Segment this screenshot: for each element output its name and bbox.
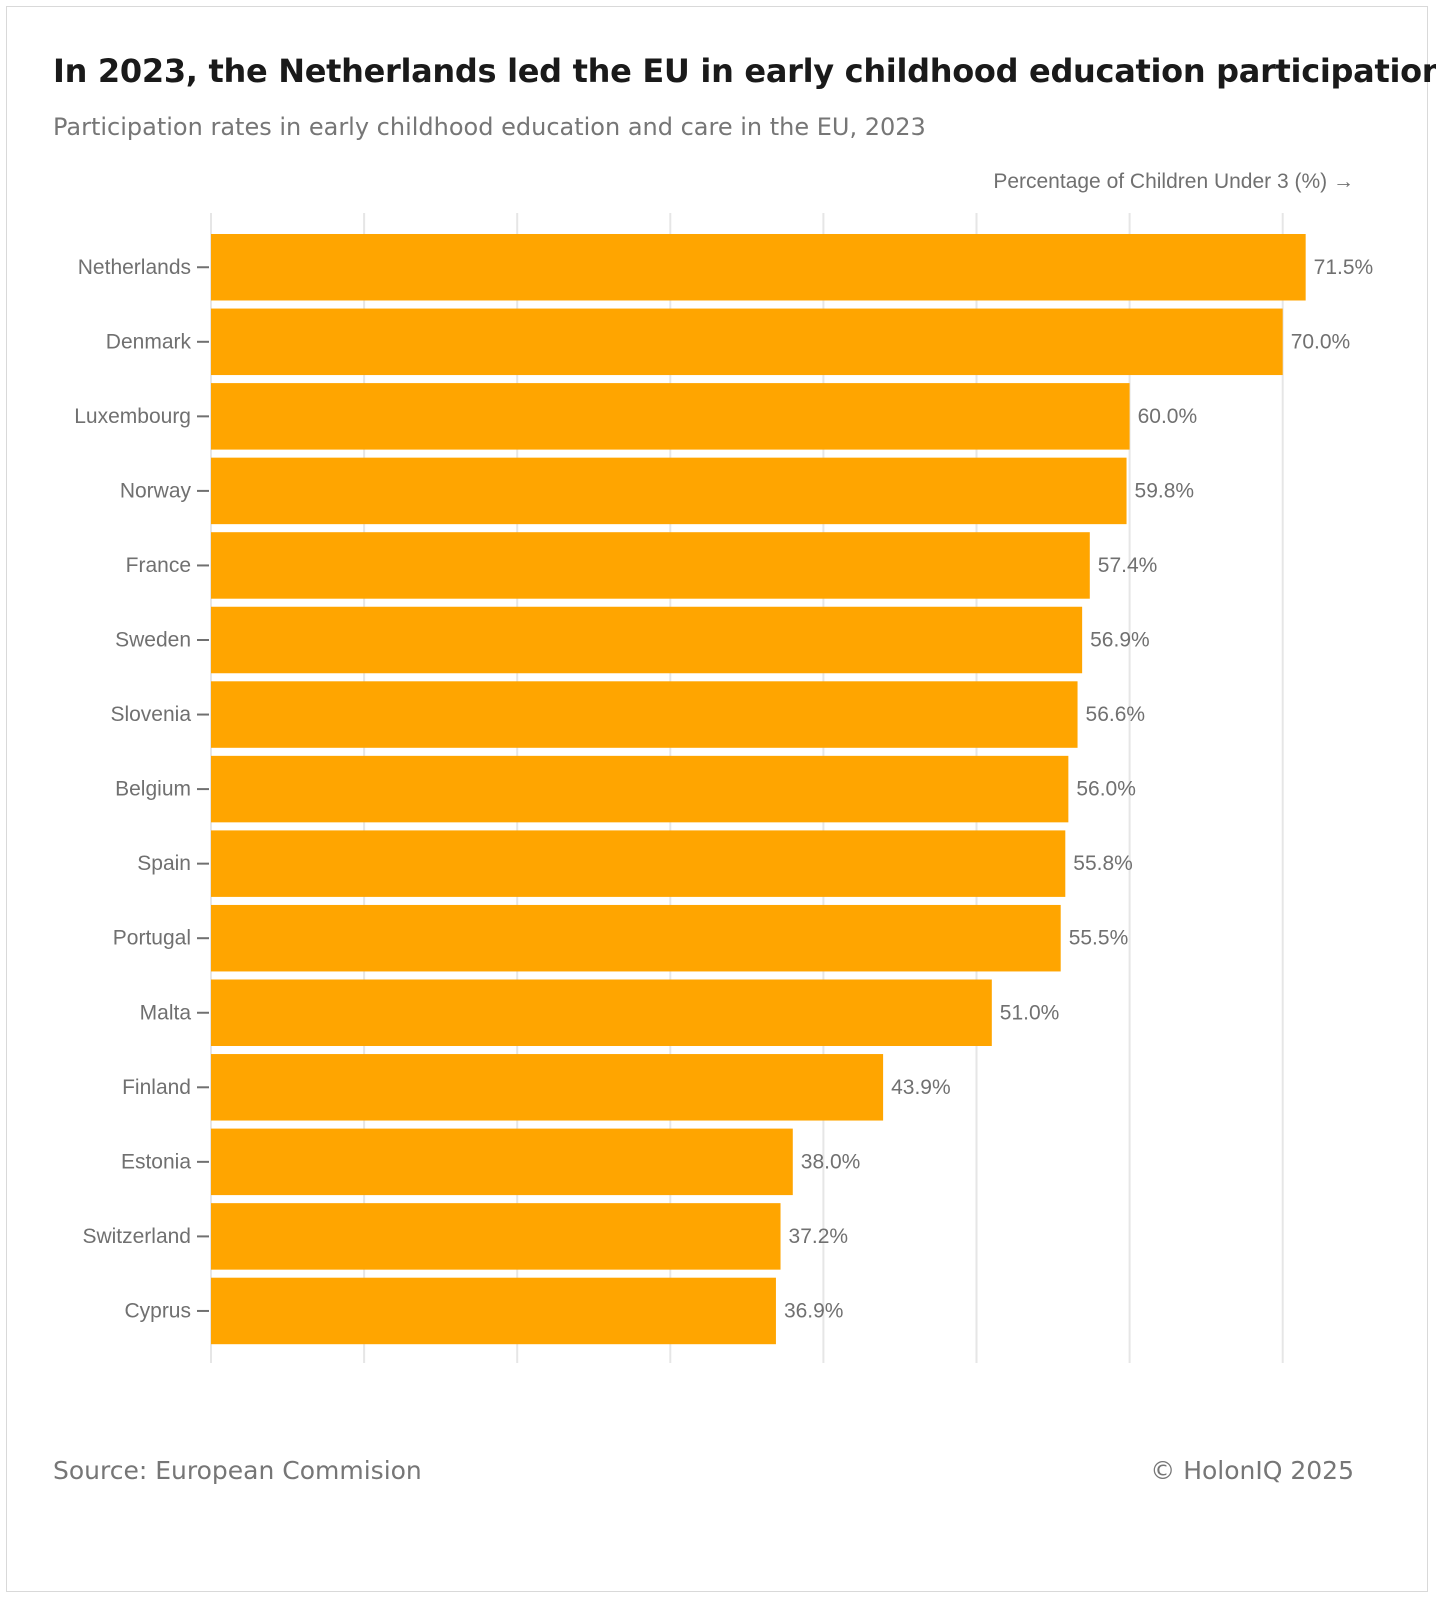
category-label-portugal: Portugal	[113, 927, 191, 950]
category-label-switzerland: Switzerland	[82, 1225, 191, 1248]
source-note: Source: European Commision	[53, 1456, 422, 1485]
category-label-estonia: Estonia	[121, 1150, 191, 1173]
category-label-cyprus: Cyprus	[124, 1299, 191, 1322]
category-label-finland: Finland	[122, 1076, 191, 1099]
value-label-slovenia: 56.6%	[1086, 703, 1146, 726]
bar-france[interactable]	[211, 532, 1090, 599]
bar-luxembourg[interactable]	[211, 383, 1130, 450]
value-label-spain: 55.8%	[1073, 852, 1133, 875]
bar-finland[interactable]	[211, 1054, 884, 1121]
category-label-norway: Norway	[120, 479, 192, 502]
category-label-denmark: Denmark	[106, 330, 192, 353]
bar-malta[interactable]	[211, 979, 992, 1047]
value-label-france: 57.4%	[1098, 554, 1158, 577]
bars	[211, 234, 1306, 1345]
bar-norway[interactable]	[211, 457, 1127, 525]
bar-portugal[interactable]	[211, 904, 1061, 972]
value-label-luxembourg: 60.0%	[1138, 405, 1198, 428]
category-label-malta: Malta	[140, 1001, 192, 1024]
bar-netherlands[interactable]	[211, 234, 1306, 301]
value-label-belgium: 56.0%	[1076, 778, 1136, 801]
value-label-netherlands: 71.5%	[1314, 256, 1374, 279]
bar-switzerland[interactable]	[211, 1203, 781, 1270]
category-label-spain: Spain	[137, 852, 191, 875]
bar-cyprus[interactable]	[211, 1277, 776, 1345]
category-label-france: France	[126, 554, 191, 577]
bar-spain[interactable]	[211, 830, 1066, 897]
bar-estonia[interactable]	[211, 1128, 793, 1196]
chart-title: In 2023, the Netherlands led the EU in e…	[53, 52, 1436, 90]
bar-sweden[interactable]	[211, 606, 1083, 674]
value-label-estonia: 38.0%	[801, 1150, 861, 1173]
copyright-note: © HolonIQ 2025	[1150, 1456, 1354, 1485]
labels: Netherlands 71.5% Denmark 70.0% Luxembourg 60…	[74, 256, 1373, 1323]
value-label-malta: 51.0%	[1000, 1001, 1060, 1024]
value-label-norway: 59.8%	[1135, 479, 1195, 502]
value-label-cyprus: 36.9%	[784, 1299, 844, 1322]
chart-subtitle: Participation rates in early childhood e…	[53, 113, 926, 141]
category-label-netherlands: Netherlands	[78, 256, 191, 279]
value-label-finland: 43.9%	[891, 1076, 951, 1099]
bar-chart: Netherlands 71.5% Denmark 70.0% Luxembourg 60…	[74, 213, 1373, 1363]
value-label-switzerland: 37.2%	[789, 1225, 849, 1248]
value-label-sweden: 56.9%	[1090, 629, 1150, 652]
bar-belgium[interactable]	[211, 755, 1069, 823]
bar-denmark[interactable]	[211, 308, 1283, 376]
bar-slovenia[interactable]	[211, 681, 1078, 748]
value-label-portugal: 55.5%	[1069, 927, 1129, 950]
category-label-belgium: Belgium	[115, 778, 191, 801]
category-label-sweden: Sweden	[115, 629, 191, 652]
x-axis-label: Percentage of Children Under 3 (%) →	[993, 170, 1354, 193]
category-label-slovenia: Slovenia	[110, 703, 191, 726]
category-label-luxembourg: Luxembourg	[74, 405, 191, 428]
value-label-denmark: 70.0%	[1291, 330, 1351, 353]
